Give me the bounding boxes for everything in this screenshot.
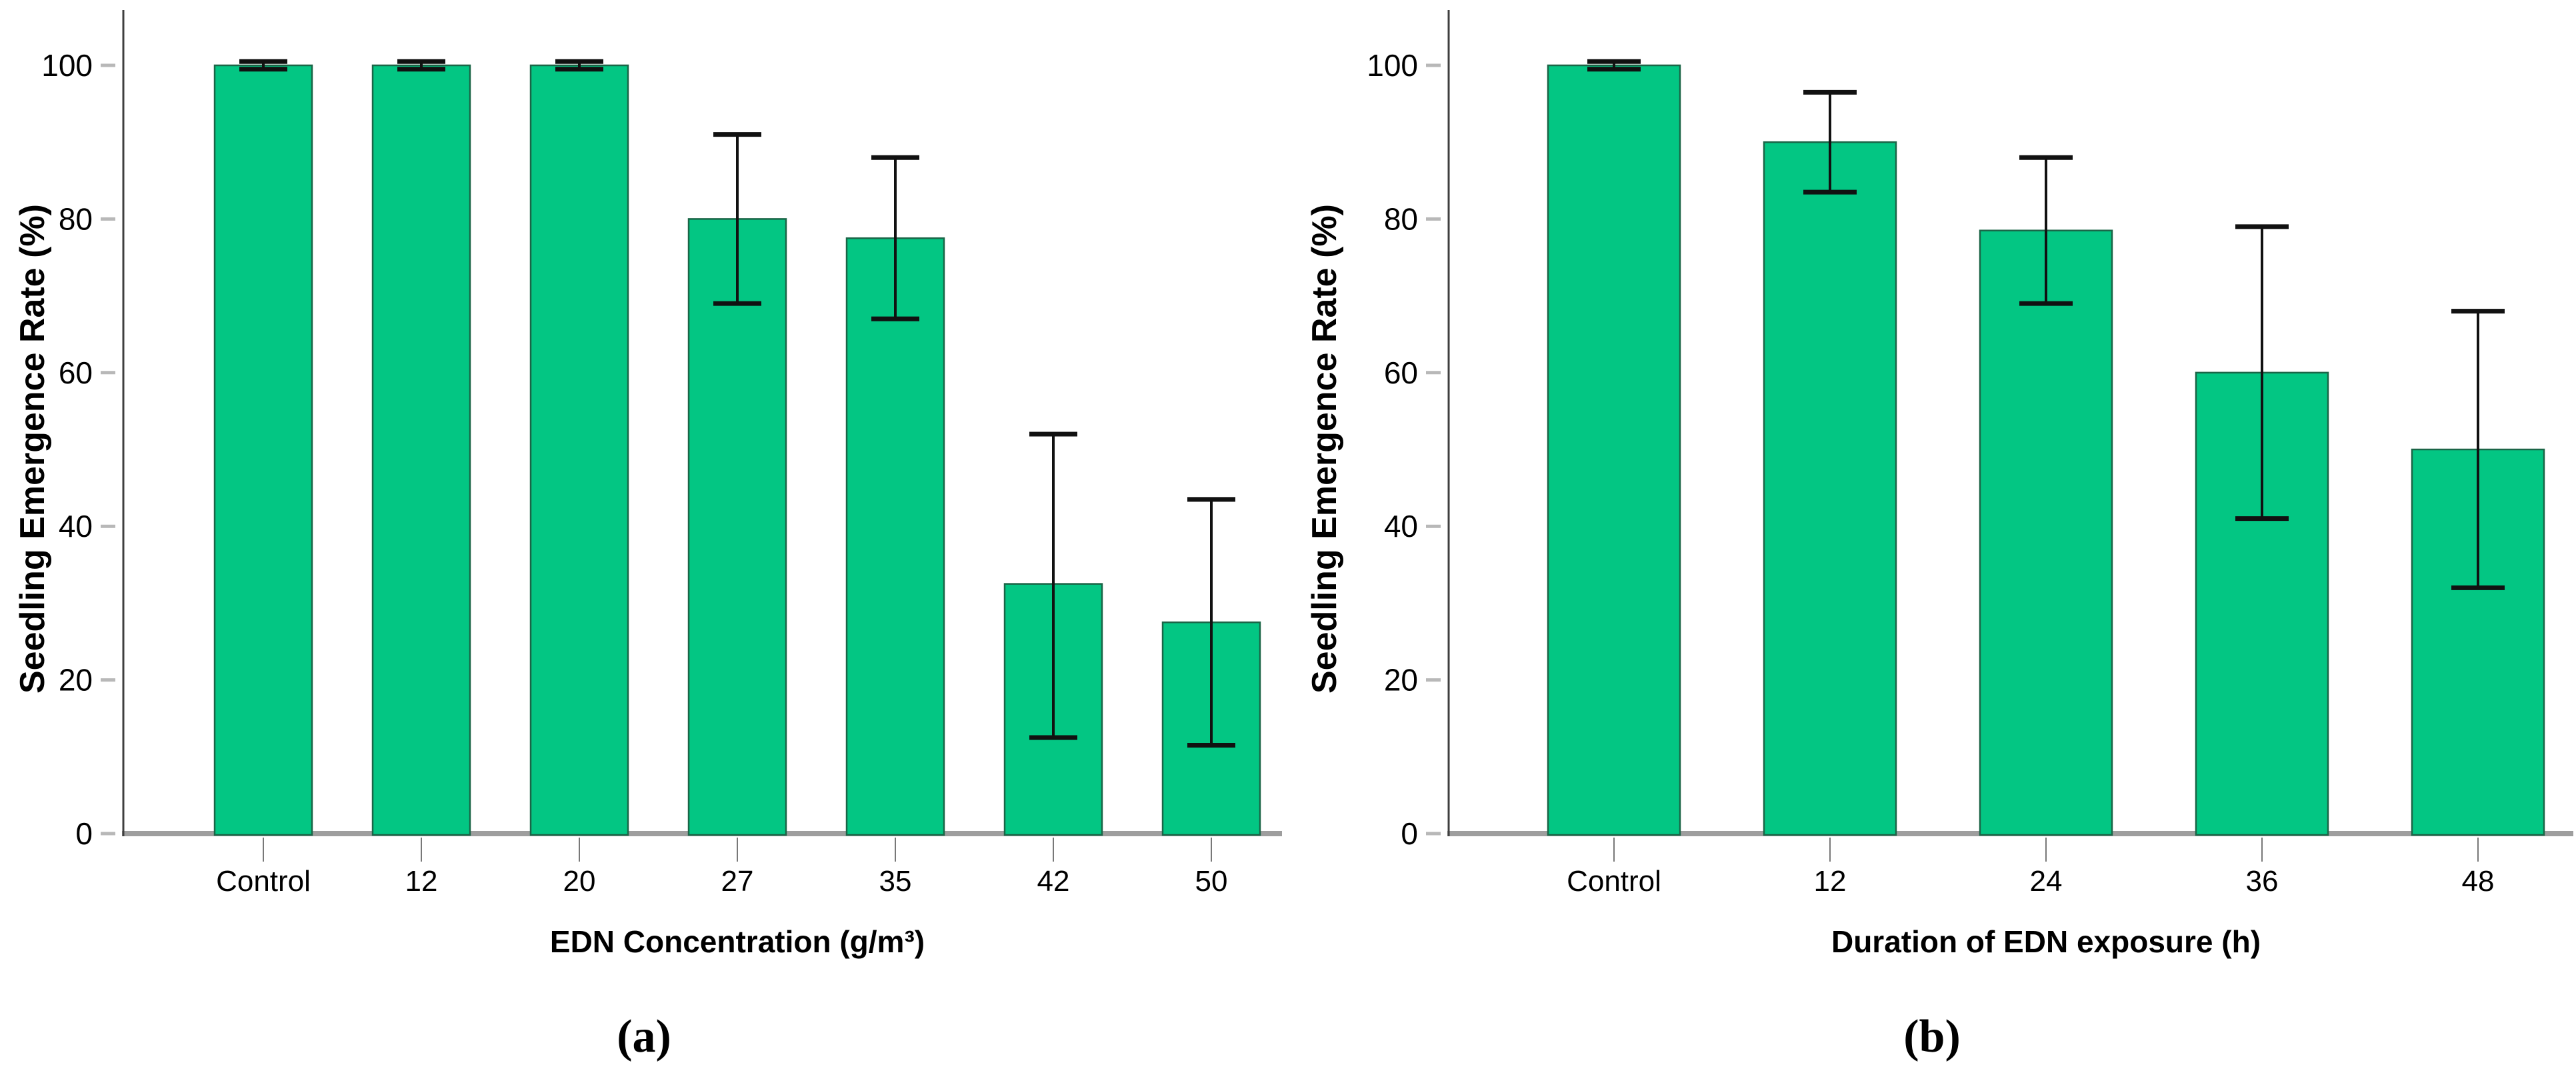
x-tick-label: 48 — [2462, 865, 2495, 898]
y-tick-label: 100 — [41, 48, 93, 83]
bar — [371, 64, 471, 836]
x-tick-label: 50 — [1195, 865, 1228, 898]
y-tick-label: 80 — [1384, 201, 1418, 236]
x-tick-label: 12 — [405, 865, 438, 898]
x-tick-label: 24 — [2030, 865, 2063, 898]
y-tick-label: 100 — [1367, 48, 1418, 83]
bar — [529, 64, 629, 836]
y-tick-label: 80 — [59, 201, 93, 236]
y-tick-label: 60 — [1384, 355, 1418, 390]
bar — [1547, 64, 1681, 836]
x-tick-label: Control — [216, 865, 311, 898]
caption-b: (b) — [1903, 1011, 1961, 1062]
y-axis-title: Seedling Emergence Rate (%) — [1305, 204, 1344, 694]
caption-a: (a) — [617, 1011, 671, 1062]
x-tick-label: 42 — [1037, 865, 1070, 898]
y-tick-label: 60 — [59, 355, 93, 390]
x-tick-label: 36 — [2246, 865, 2279, 898]
x-axis-title: Duration of EDN exposure (h) — [1831, 924, 2261, 959]
bar — [1763, 141, 1897, 836]
plot-area: 0 20 40 60 80 100 Control 12 20 27 35 42 50 — [41, 10, 1282, 898]
plot-area: 0 20 40 60 80 100 Control 12 24 36 48 — [1367, 10, 2573, 898]
x-tick-label: 35 — [879, 865, 912, 898]
bar — [213, 64, 313, 836]
bar-chart-edn-exposure-duration: Seedling Emergence Rate (%) Duration of … — [1305, 10, 2573, 959]
y-tick-label: 20 — [1384, 663, 1418, 698]
y-tick-label: 0 — [75, 816, 93, 851]
y-tick-label: 20 — [59, 663, 93, 698]
y-tick-label: 40 — [1384, 509, 1418, 544]
x-tick-label: 12 — [1814, 865, 1847, 898]
y-tick-label: 0 — [1401, 816, 1418, 851]
panel-a: Seedling Emergence Rate (%) EDN Concentr… — [13, 10, 1282, 1062]
y-tick-label: 40 — [59, 509, 93, 544]
panel-b: Seedling Emergence Rate (%) Duration of … — [1288, 0, 2576, 1077]
bar — [687, 218, 787, 836]
y-axis-title: Seedling Emergence Rate (%) — [13, 204, 52, 694]
x-tick-label: Control — [1567, 865, 1661, 898]
x-tick-label: 27 — [721, 865, 754, 898]
bar — [1979, 229, 2113, 836]
bar-chart-edn-concentration: Seedling Emergence Rate (%) EDN Concentr… — [13, 10, 1282, 959]
x-tick-label: 20 — [563, 865, 596, 898]
bar — [845, 237, 945, 836]
x-axis-title: EDN Concentration (g/m³) — [550, 924, 925, 959]
